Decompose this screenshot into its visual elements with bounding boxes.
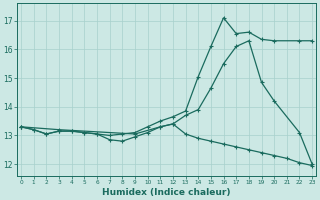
X-axis label: Humidex (Indice chaleur): Humidex (Indice chaleur) [102, 188, 231, 197]
